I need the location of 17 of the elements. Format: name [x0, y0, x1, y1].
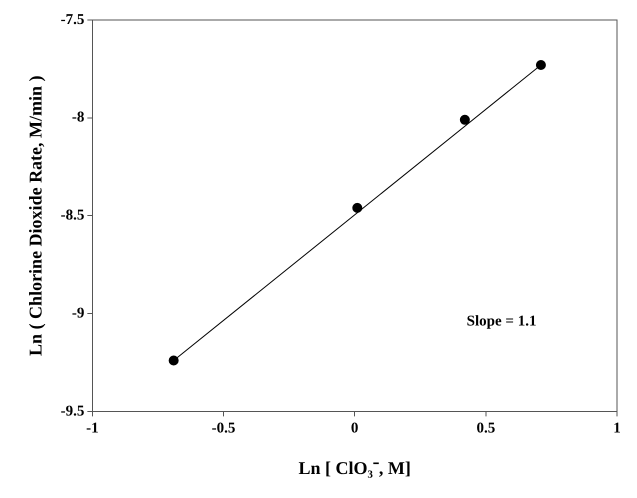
x-tick-label: -1	[86, 420, 99, 436]
y-axis-title: Ln ( Chlorine Dioxide Rate, M/min )	[25, 75, 46, 356]
annotation: Slope = 1.1	[466, 313, 536, 330]
point	[536, 60, 546, 70]
y-tick-label: -8	[72, 110, 84, 126]
point	[460, 114, 470, 125]
x-tick-label: 1	[613, 420, 621, 436]
x-tick-label: 0.5	[476, 420, 496, 436]
x-tick-label: 0	[350, 420, 358, 436]
point	[352, 202, 362, 213]
y-tick-label: -7.5	[60, 12, 84, 28]
x-tick-label: -0.5	[212, 420, 236, 436]
y-tick-label: -9.5	[60, 403, 84, 420]
y-tick-label: -8.5	[60, 208, 84, 224]
point	[168, 356, 179, 366]
y-tick-label: -9	[72, 305, 84, 322]
x-axis-title: Ln [ ClO₃⁻, M]	[298, 458, 411, 478]
